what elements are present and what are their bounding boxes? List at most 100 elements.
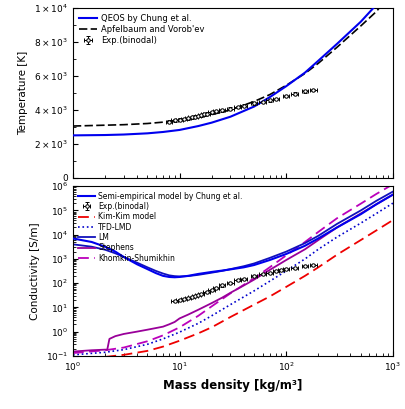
Stephens (358, 211, 363, 216)
Apfelbaum and Vorob'ev (303, 71, 307, 76)
Stephens (267, 267, 272, 272)
LM (177, 274, 182, 279)
Kim-Kim model (390, 218, 395, 222)
Line: TFD-LMD: TFD-LMD (73, 203, 393, 355)
Kim-Kim model (102, 355, 107, 360)
Stephens (241, 283, 246, 288)
LM (252, 261, 256, 266)
LM (102, 247, 107, 252)
Stephens (228, 290, 233, 295)
Semi-empirical model by Chung et al. (196, 272, 201, 276)
QEOS by Chung et al. (284, 84, 289, 89)
Stephens (390, 192, 395, 197)
LM (241, 264, 246, 269)
TFD-LMD (252, 288, 256, 293)
LM (122, 254, 126, 259)
Semi-empirical model by Chung et al. (153, 271, 158, 276)
Khomkin-Shumikhin (209, 304, 214, 309)
Semi-empirical model by Chung et al. (70, 236, 75, 241)
Stephens (335, 225, 339, 230)
Semi-empirical model by Chung et al. (303, 243, 307, 248)
Stephens (316, 238, 321, 243)
Kim-Kim model (267, 294, 272, 299)
Line: Apfelbaum and Vorob'ev: Apfelbaum and Vorob'ev (73, 0, 393, 126)
LM (303, 240, 307, 245)
TFD-LMD (390, 201, 395, 206)
Stephens (252, 277, 256, 282)
Stephens (122, 332, 126, 337)
Stephens (135, 329, 140, 334)
Semi-empirical model by Chung et al. (228, 267, 233, 272)
Semi-empirical model by Chung et al. (135, 262, 140, 267)
Kim-Kim model (284, 284, 289, 289)
LM (390, 189, 395, 194)
QEOS by Chung et al. (358, 19, 363, 24)
Stephens (209, 301, 214, 306)
Khomkin-Shumikhin (252, 276, 256, 281)
Stephens (153, 326, 158, 330)
Apfelbaum and Vorob'ev (284, 83, 289, 88)
Stephens (196, 307, 201, 312)
Semi-empirical model by Chung et al. (335, 225, 339, 230)
Legend: Semi-empirical model by Chung et al., Exp.(binodal), Kim-Kim model, TFD-LMD, LM,: Semi-empirical model by Chung et al., Ex… (77, 190, 244, 264)
Apfelbaum and Vorob'ev (177, 118, 182, 123)
Kim-Kim model (374, 228, 379, 233)
Stephens (167, 322, 172, 327)
TFD-LMD (303, 256, 307, 261)
TFD-LMD (177, 330, 182, 335)
Apfelbaum and Vorob'ev (358, 24, 363, 29)
Legend: QEOS by Chung et al., Apfelbaum and Vorob'ev, Exp.(binodal): QEOS by Chung et al., Apfelbaum and Voro… (77, 12, 207, 47)
QEOS by Chung et al. (196, 124, 201, 128)
Stephens (113, 334, 118, 339)
Semi-empirical model by Chung et al. (113, 249, 118, 254)
QEOS by Chung et al. (303, 70, 307, 75)
LM (228, 267, 233, 272)
Kim-Kim model (228, 315, 233, 319)
Line: LM: LM (73, 192, 393, 276)
Semi-empirical model by Chung et al. (161, 273, 166, 278)
QEOS by Chung et al. (102, 133, 107, 137)
Apfelbaum and Vorob'ev (228, 108, 233, 112)
LM (153, 268, 158, 273)
QEOS by Chung et al. (161, 130, 166, 135)
LM (316, 234, 321, 238)
Semi-empirical model by Chung et al. (358, 212, 363, 217)
Y-axis label: Conductivity [S/m]: Conductivity [S/m] (30, 222, 40, 320)
Khomkin-Shumikhin (390, 182, 395, 187)
Kim-Kim model (196, 331, 201, 336)
Apfelbaum and Vorob'ev (209, 112, 214, 117)
QEOS by Chung et al. (228, 114, 233, 119)
Stephens (172, 319, 177, 324)
Semi-empirical model by Chung et al. (89, 240, 94, 245)
Stephens (177, 316, 182, 321)
Stephens (284, 258, 289, 263)
Khomkin-Shumikhin (70, 351, 75, 355)
TFD-LMD (161, 337, 166, 342)
LM (209, 270, 214, 275)
QEOS by Chung et al. (122, 132, 126, 137)
Stephens (374, 202, 379, 207)
Stephens (70, 349, 75, 354)
Khomkin-Shumikhin (196, 313, 201, 318)
Stephens (161, 324, 166, 329)
TFD-LMD (284, 268, 289, 273)
LM (374, 198, 379, 203)
LM (185, 274, 190, 279)
Apfelbaum and Vorob'ev (335, 45, 339, 49)
Khomkin-Shumikhin (267, 265, 272, 270)
TFD-LMD (267, 279, 272, 284)
Semi-empirical model by Chung et al. (374, 202, 379, 207)
TFD-LMD (145, 342, 150, 347)
Semi-empirical model by Chung et al. (267, 258, 272, 263)
Kim-Kim model (209, 325, 214, 330)
Kim-Kim model (122, 353, 126, 357)
Line: QEOS by Chung et al.: QEOS by Chung et al. (73, 0, 393, 135)
QEOS by Chung et al. (209, 120, 214, 125)
Khomkin-Shumikhin (228, 291, 233, 296)
Y-axis label: Temperature [K]: Temperature [K] (19, 51, 28, 135)
Semi-empirical model by Chung et al. (241, 265, 246, 270)
Stephens (185, 312, 190, 317)
Semi-empirical model by Chung et al. (316, 236, 321, 241)
Kim-Kim model (358, 238, 363, 243)
Semi-empirical model by Chung et al. (145, 267, 150, 272)
